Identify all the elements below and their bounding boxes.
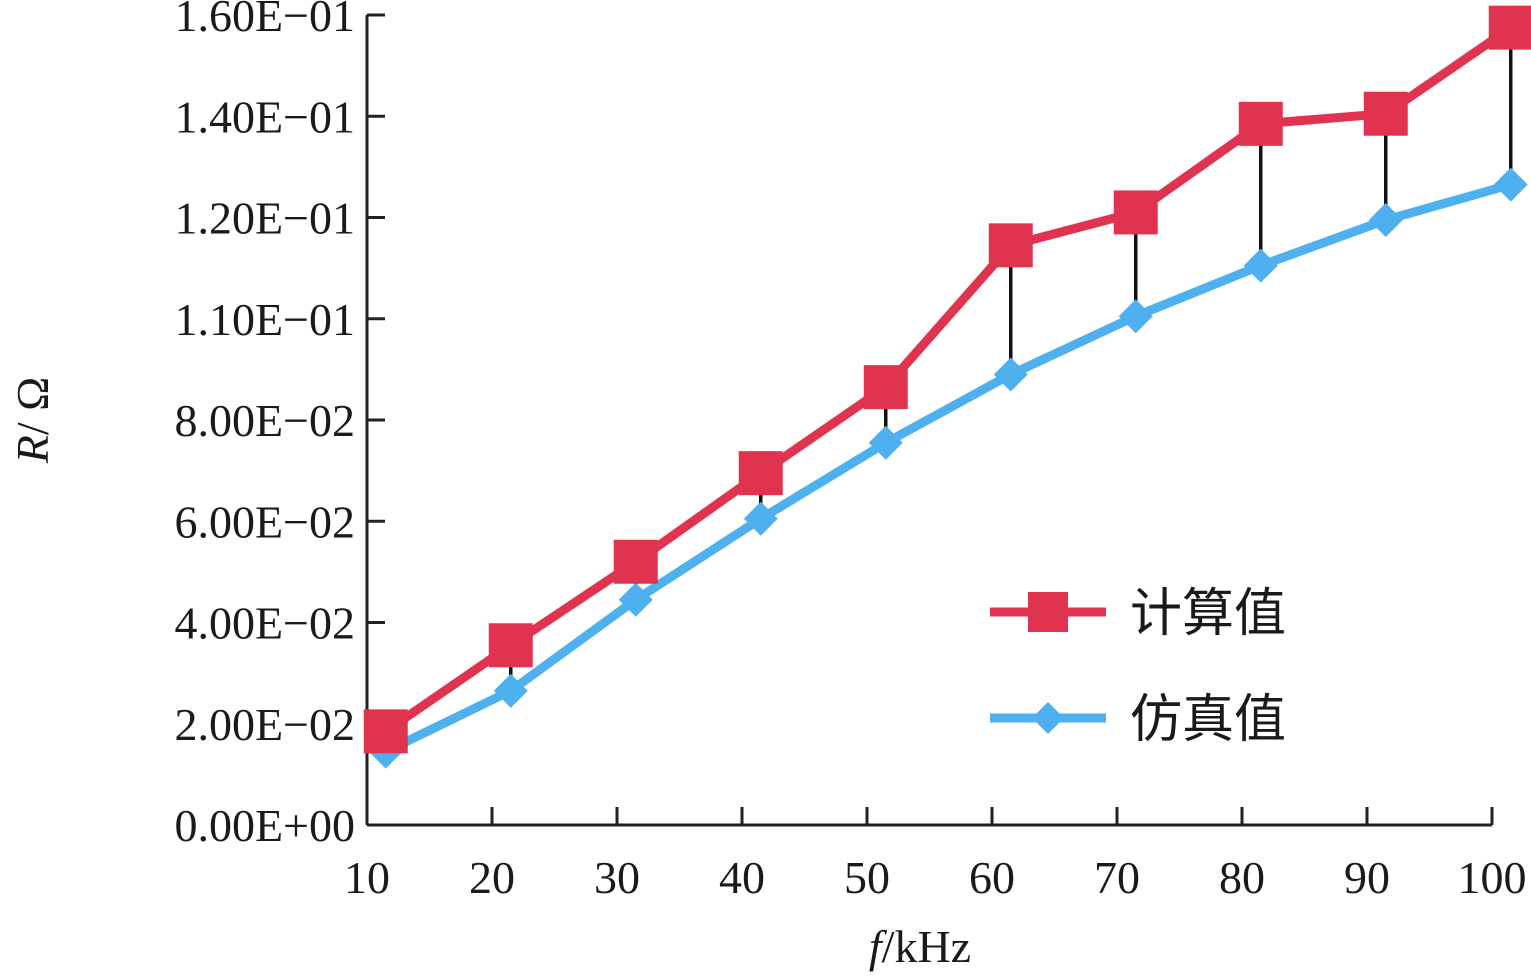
marker-simulated-4 — [868, 425, 903, 460]
y-tick-label-2: 4.00E−02 — [174, 598, 355, 649]
marker-calculated-6 — [1113, 190, 1158, 235]
legend-marker-calculated — [1028, 592, 1068, 632]
legend: 计算值 仿真值 — [990, 584, 1286, 750]
legend-label-calculated: 计算值 — [1130, 584, 1286, 644]
x-tick-label-6: 70 — [1094, 852, 1140, 903]
x-axis-title-unit: /kHz — [882, 921, 971, 972]
y-tick-label-8: 1.60E−01 — [174, 0, 355, 41]
series-line-1 — [383, 180, 1513, 756]
marker-calculated-8 — [1363, 91, 1408, 136]
marker-calculated-4 — [863, 365, 908, 410]
legend-marker-simulated — [1032, 702, 1064, 734]
marker-simulated-5 — [993, 357, 1028, 392]
y-tick-label-0: 0.00E+00 — [174, 800, 355, 851]
y-tick-label-4: 8.00E−02 — [174, 395, 355, 446]
legend-label-simulated: 仿真值 — [1130, 690, 1286, 750]
marker-simulated-9 — [1493, 167, 1528, 202]
axis-ticks — [365, 13, 1494, 827]
y-axis-title: R/ Ω — [7, 377, 58, 465]
y-tick-label-3: 6.00E−02 — [174, 496, 355, 547]
series-line-0 — [383, 23, 1514, 736]
x-tick-label-5: 60 — [969, 852, 1015, 903]
marker-calculated-3 — [738, 451, 783, 496]
series-markers — [363, 5, 1531, 769]
marker-simulated-1 — [493, 673, 528, 708]
marker-simulated-6 — [1118, 299, 1153, 334]
x-tick-label-3: 40 — [719, 852, 765, 903]
x-tick-labels: 10 20 30 40 50 60 70 80 90 100 — [344, 852, 1527, 903]
marker-calculated-5 — [988, 223, 1033, 268]
marker-simulated-3 — [743, 501, 778, 536]
x-tick-label-0: 10 — [344, 852, 390, 903]
y-axis-title-var: R — [7, 435, 58, 464]
x-tick-label-1: 20 — [469, 852, 515, 903]
y-tick-label-5: 1.10E−01 — [174, 294, 355, 345]
y-tick-label-1: 2.00E−02 — [174, 699, 355, 750]
marker-simulated-2 — [618, 582, 653, 617]
difference-bars — [384, 27, 1513, 752]
marker-calculated-1 — [488, 623, 533, 668]
x-tick-label-8: 90 — [1344, 852, 1390, 903]
x-tick-label-4: 50 — [844, 852, 890, 903]
marker-simulated-8 — [1368, 203, 1403, 238]
y-tick-label-6: 1.20E−01 — [174, 193, 355, 244]
y-axis-title-unit: / Ω — [7, 377, 58, 435]
series-lines — [383, 23, 1514, 756]
marker-simulated-7 — [1243, 248, 1278, 283]
x-tick-label-2: 30 — [594, 852, 640, 903]
marker-calculated-2 — [613, 539, 658, 584]
marker-calculated-9 — [1488, 5, 1531, 50]
x-tick-label-9: 100 — [1458, 852, 1527, 903]
y-tick-labels: 0.00E+00 2.00E−02 4.00E−02 6.00E−02 8.00E−02… — [174, 0, 355, 851]
x-tick-label-7: 80 — [1219, 852, 1265, 903]
marker-calculated-0 — [363, 709, 408, 754]
x-axis-title: f/kHz — [869, 921, 971, 972]
marker-calculated-7 — [1238, 101, 1283, 146]
y-tick-label-7: 1.40E−01 — [174, 91, 355, 142]
